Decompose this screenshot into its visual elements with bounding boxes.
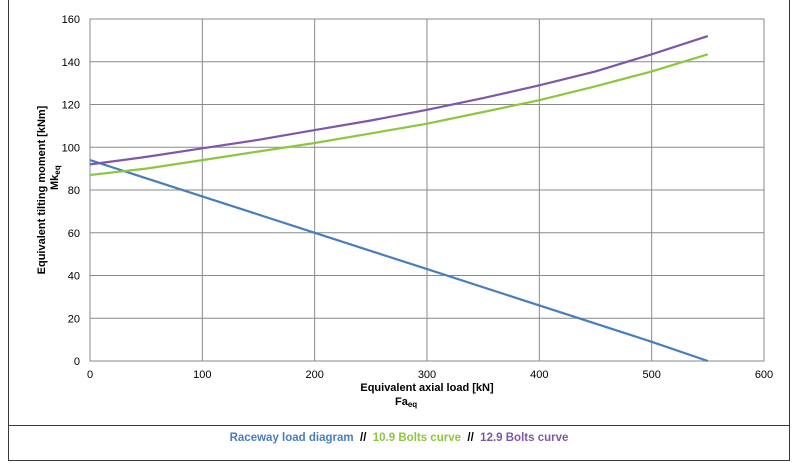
y-tick-label: 60	[68, 228, 80, 240]
x-tick-label: 200	[305, 369, 323, 381]
x-tick-label: 600	[755, 369, 773, 381]
series-line-0	[89, 159, 709, 363]
grid-lines	[89, 18, 765, 362]
x-axis-title: Equivalent axial load [kN]	[360, 382, 494, 394]
x-tick-labels: 0 100 200 300 400 500 600	[87, 369, 773, 381]
y-tick-label: 20	[68, 313, 80, 325]
series-line-2	[89, 35, 709, 166]
x-tick-label: 100	[193, 369, 211, 381]
x-axis-subtitle: Faeq	[395, 396, 417, 409]
y-axis-subtitle: Mkeq	[49, 165, 62, 190]
y-tick-label: 40	[68, 271, 80, 283]
x-tick-label: 0	[87, 369, 93, 381]
legend-entry-10-9-bolts: 10.9 Bolts curve	[372, 432, 461, 444]
y-tick-labels: 0 20 40 60 80 100 120 140 160	[62, 14, 80, 368]
y-tick-label: 0	[74, 356, 80, 368]
legend-divider	[8, 425, 790, 426]
y-tick-label: 140	[62, 57, 80, 69]
x-tick-label: 400	[530, 369, 548, 381]
legend-separator-1: //	[360, 432, 367, 444]
y-axis-title: Equivalent tilting moment [kNm]	[36, 105, 48, 274]
y-tick-label: 100	[62, 142, 80, 154]
legend-entry-raceway: Raceway load diagram	[229, 432, 354, 444]
y-tick-label: 160	[62, 14, 80, 26]
legend-entry-12-9-bolts: 12.9 Bolts curve	[480, 432, 569, 444]
x-tick-label: 500	[642, 369, 660, 381]
y-tick-label: 120	[62, 100, 80, 112]
chart-frame	[8, 0, 790, 461]
x-tick-label: 300	[418, 369, 436, 381]
series-line-1	[89, 53, 709, 177]
line-chart: 0 20 40 60 80 100 120 140 160 0 100 200 300 400 500 60…	[36, 14, 773, 409]
legend: Raceway load diagram // 10.9 Bolts curve…	[8, 432, 790, 444]
legend-separator-2: //	[467, 432, 474, 444]
plot-area	[89, 18, 765, 362]
series-lines	[89, 35, 709, 363]
y-tick-label: 80	[68, 185, 80, 197]
